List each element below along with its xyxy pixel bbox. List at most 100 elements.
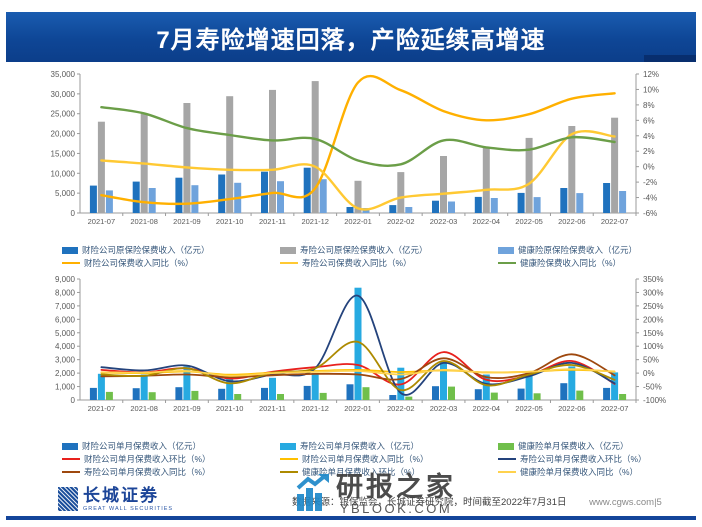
bar-0-1 <box>132 388 140 400</box>
svg-text:0%: 0% <box>643 163 655 172</box>
svg-text:2021-10: 2021-10 <box>216 404 244 413</box>
bar-2-12 <box>619 191 627 213</box>
bar-2-0 <box>105 391 113 400</box>
bar-0-3 <box>218 174 226 213</box>
site-url-page: www.cgws.com|5 <box>589 497 662 508</box>
bar-2-2 <box>191 185 199 213</box>
bar-2-12 <box>619 394 627 400</box>
svg-text:2022-06: 2022-06 <box>558 217 586 226</box>
line-swatch <box>280 261 298 265</box>
bar-0-2 <box>175 177 183 213</box>
bar-1-12 <box>611 372 619 400</box>
bar-0-9 <box>474 196 482 213</box>
line-swatch <box>498 261 516 265</box>
svg-text:2021-11: 2021-11 <box>259 404 286 413</box>
legend-item: 财险公司原保险保费收入（亿元） <box>62 245 280 255</box>
svg-text:8,000: 8,000 <box>55 288 76 297</box>
bar-0-6 <box>346 207 354 213</box>
legend-label: 财险公司单月保费收入同比（%） <box>302 454 429 464</box>
legend-label: 健康险保费收入同比（%） <box>520 258 622 268</box>
svg-text:2022-01: 2022-01 <box>344 217 372 226</box>
legend-label: 寿险公司单月保费收入环比（%） <box>520 454 647 464</box>
line-swatch <box>62 470 80 474</box>
svg-text:2022-01: 2022-01 <box>344 404 372 413</box>
legend-label: 健康险单月保费收入（亿元） <box>518 441 629 451</box>
title-bar-accent <box>644 55 696 62</box>
bar-0-12 <box>603 183 611 213</box>
bar-0-0 <box>89 387 97 400</box>
legend-label: 财险公司单月保费收入环比（%） <box>84 454 211 464</box>
bar-2-8 <box>448 386 455 400</box>
svg-text:-4%: -4% <box>643 194 657 203</box>
bar-1-11 <box>568 126 576 213</box>
legend-item: 健康险单月保费收入（亿元） <box>498 441 662 451</box>
svg-text:15,000: 15,000 <box>51 149 76 158</box>
legend-item: 财险公司单月保费收入（亿元） <box>62 441 280 451</box>
bar-2-11 <box>576 193 584 213</box>
bar-2-3 <box>234 394 242 400</box>
bar-swatch <box>62 442 78 450</box>
bar-1-8 <box>440 156 447 213</box>
bar-0-4 <box>261 171 268 213</box>
svg-text:2%: 2% <box>643 147 655 156</box>
svg-text:2021-07: 2021-07 <box>88 404 116 413</box>
cumulative-premium-chart: 0 5,000 10,000 15,000 20,000 25,000 30,000 35,0… <box>51 70 659 226</box>
bar-1-1 <box>140 374 148 400</box>
legend-label: 财险公司原保险保费收入（亿元） <box>82 245 210 255</box>
legend-item: 财险公司单月保费收入同比（%） <box>280 454 498 464</box>
svg-text:2,000: 2,000 <box>55 369 76 378</box>
bar-0-5 <box>303 385 311 400</box>
bar-1-12 <box>611 117 619 213</box>
svg-text:4,000: 4,000 <box>55 342 76 351</box>
bar-2-10 <box>533 197 541 213</box>
legend-label: 寿险公司保费收入同比（%） <box>302 258 412 268</box>
svg-text:6%: 6% <box>643 116 655 125</box>
bar-2-2 <box>191 390 199 400</box>
bar-0-10 <box>517 192 525 213</box>
bar-0-3 <box>218 388 226 400</box>
svg-text:5,000: 5,000 <box>55 329 76 338</box>
legend-item: 寿险公司保费收入同比（%） <box>280 258 498 268</box>
svg-text:100%: 100% <box>643 342 663 351</box>
bar-1-10 <box>525 371 533 400</box>
svg-text:-6%: -6% <box>643 209 657 218</box>
bar-0-8 <box>432 200 439 213</box>
bar-1-7 <box>397 172 405 213</box>
greatwall-logo: 长城证券 GREAT WALL SECURITIES <box>58 487 173 512</box>
svg-text:10%: 10% <box>643 85 659 94</box>
bar-0-9 <box>474 389 482 400</box>
bar-1-9 <box>482 374 490 400</box>
line-swatch <box>62 261 80 265</box>
bottom-border-rule <box>6 516 696 520</box>
svg-text:4%: 4% <box>643 132 655 141</box>
svg-text:9,000: 9,000 <box>55 275 76 284</box>
svg-text:2022-03: 2022-03 <box>430 217 458 226</box>
svg-text:30,000: 30,000 <box>51 90 76 99</box>
svg-text:2021-09: 2021-09 <box>173 217 201 226</box>
yblook-watermark-icon <box>296 474 329 511</box>
bar-1-2 <box>183 366 191 400</box>
svg-text:2022-07: 2022-07 <box>601 217 629 226</box>
bar-2-7 <box>405 396 413 400</box>
svg-text:2021-12: 2021-12 <box>301 404 329 413</box>
legend-label: 财险公司单月保费收入（亿元） <box>82 441 202 451</box>
bar-2-11 <box>576 390 584 400</box>
bar-1-3 <box>226 377 234 400</box>
bar-2-5 <box>319 392 327 400</box>
line-swatch <box>280 457 298 461</box>
svg-text:7,000: 7,000 <box>55 302 76 311</box>
svg-text:3,000: 3,000 <box>55 356 76 365</box>
svg-text:350%: 350% <box>643 275 663 284</box>
bar-1-3 <box>226 96 234 213</box>
bar-1-0 <box>97 121 105 213</box>
bar-2-9 <box>490 392 498 400</box>
legend-label: 寿险公司单月保费收入同比（%） <box>84 467 211 477</box>
yblook-watermark: 研报之家 YBLOOK.COM <box>296 474 456 516</box>
svg-text:2022-02: 2022-02 <box>387 217 415 226</box>
greatwall-logo-en: GREAT WALL SECURITIES <box>83 506 174 512</box>
slide-title-bar: 7月寿险增速回落，产险延续高增速 <box>6 12 696 62</box>
line-swatch <box>62 457 80 461</box>
svg-text:2022-03: 2022-03 <box>430 404 458 413</box>
monthly-premium-chart: 0 1,000 2,000 3,000 4,000 5,000 6,000 7,000 8,00… <box>55 275 666 413</box>
